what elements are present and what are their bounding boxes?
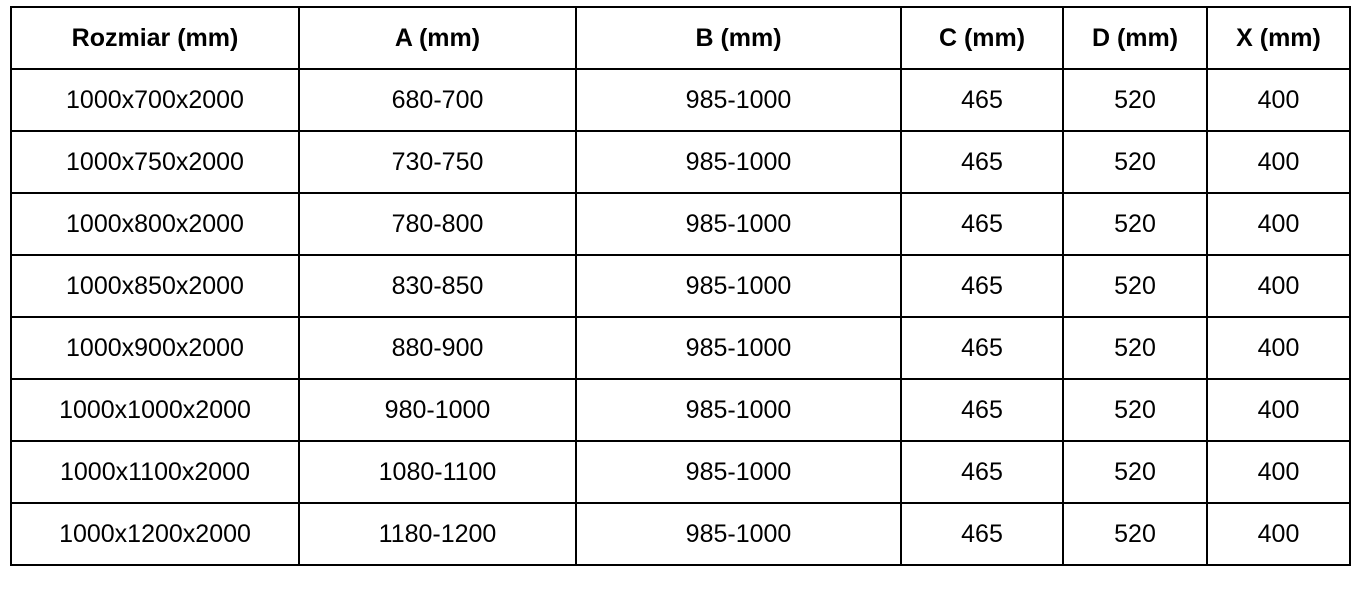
cell-a: 1080-1100 [298,440,577,504]
cell-x: 400 [1206,502,1351,566]
table-row: 1000x700x2000 680-700 985-1000 465 520 400 [10,68,1351,132]
header-size: Rozmiar (mm) [10,6,300,70]
cell-b: 985-1000 [575,378,902,442]
cell-size: 1000x700x2000 [10,68,300,132]
cell-b: 985-1000 [575,192,902,256]
cell-size: 1000x1000x2000 [10,378,300,442]
cell-a: 830-850 [298,254,577,318]
header-a: A (mm) [298,6,577,70]
table-row: 1000x1200x2000 1180-1200 985-1000 465 520 400 [10,502,1351,566]
header-x: X (mm) [1206,6,1351,70]
cell-x: 400 [1206,254,1351,318]
cell-c: 465 [900,254,1064,318]
cell-x: 400 [1206,440,1351,504]
header-b: B (mm) [575,6,902,70]
cell-x: 400 [1206,68,1351,132]
cell-d: 520 [1062,316,1208,380]
dimensions-table: Rozmiar (mm) A (mm) B (mm) C (mm) D (mm) X (m… [10,6,1351,566]
cell-d: 520 [1062,502,1208,566]
cell-x: 400 [1206,316,1351,380]
cell-x: 400 [1206,130,1351,194]
cell-a: 780-800 [298,192,577,256]
cell-size: 1000x1200x2000 [10,502,300,566]
cell-size: 1000x850x2000 [10,254,300,318]
cell-b: 985-1000 [575,440,902,504]
cell-size: 1000x1100x2000 [10,440,300,504]
cell-x: 400 [1206,192,1351,256]
header-c: C (mm) [900,6,1064,70]
cell-x: 400 [1206,378,1351,442]
cell-d: 520 [1062,192,1208,256]
cell-d: 520 [1062,254,1208,318]
cell-c: 465 [900,378,1064,442]
table-row: 1000x1000x2000 980-1000 985-1000 465 520 400 [10,378,1351,442]
cell-size: 1000x750x2000 [10,130,300,194]
cell-d: 520 [1062,130,1208,194]
cell-c: 465 [900,502,1064,566]
cell-a: 1180-1200 [298,502,577,566]
header-d: D (mm) [1062,6,1208,70]
table-row: 1000x750x2000 730-750 985-1000 465 520 400 [10,130,1351,194]
table-row: 1000x900x2000 880-900 985-1000 465 520 400 [10,316,1351,380]
cell-b: 985-1000 [575,130,902,194]
table-row: 1000x800x2000 780-800 985-1000 465 520 400 [10,192,1351,256]
cell-c: 465 [900,130,1064,194]
cell-a: 730-750 [298,130,577,194]
cell-d: 520 [1062,68,1208,132]
cell-b: 985-1000 [575,68,902,132]
cell-a: 980-1000 [298,378,577,442]
cell-size: 1000x900x2000 [10,316,300,380]
cell-d: 520 [1062,440,1208,504]
cell-b: 985-1000 [575,254,902,318]
cell-d: 520 [1062,378,1208,442]
cell-b: 985-1000 [575,316,902,380]
cell-a: 880-900 [298,316,577,380]
table-row: 1000x850x2000 830-850 985-1000 465 520 400 [10,254,1351,318]
cell-b: 985-1000 [575,502,902,566]
cell-c: 465 [900,68,1064,132]
cell-c: 465 [900,192,1064,256]
cell-c: 465 [900,440,1064,504]
cell-c: 465 [900,316,1064,380]
cell-size: 1000x800x2000 [10,192,300,256]
header-row: Rozmiar (mm) A (mm) B (mm) C (mm) D (mm) X (m… [10,6,1351,70]
cell-a: 680-700 [298,68,577,132]
table-row: 1000x1100x2000 1080-1100 985-1000 465 520 400 [10,440,1351,504]
